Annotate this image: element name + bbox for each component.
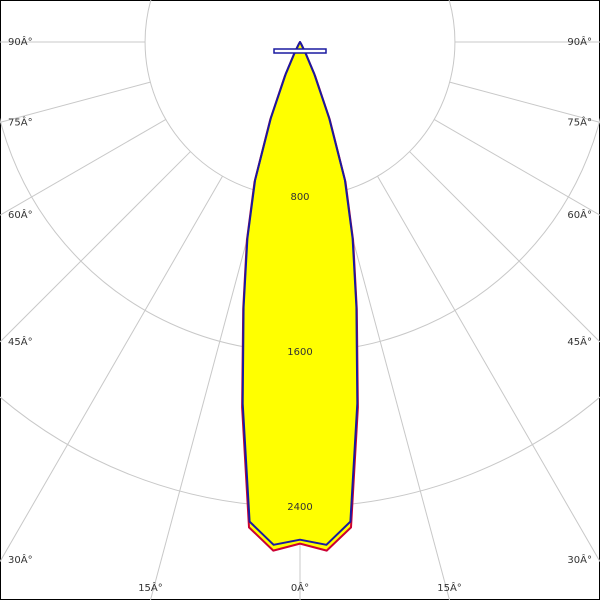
radial-line (0, 175, 223, 562)
radial-line (150, 191, 261, 600)
radial-line (433, 119, 600, 216)
radial-line (409, 151, 600, 343)
intensity-curve (241, 41, 359, 546)
radial-line (339, 191, 450, 600)
angle-label: 0Â° (291, 581, 309, 594)
angle-label: 90Â° (8, 35, 33, 48)
angle-label: 15Â° (138, 581, 163, 594)
angle-label: 45Â° (8, 335, 33, 348)
angle-label: 60Â° (567, 208, 592, 221)
radial-line (377, 175, 600, 562)
radial-line (0, 119, 167, 216)
angle-label: 45Â° (567, 335, 592, 348)
luminaire (273, 48, 327, 54)
r-tick-label: 2400 (287, 502, 312, 513)
angle-label: 90Â° (567, 35, 592, 48)
angle-label: 75Â° (567, 115, 592, 128)
angle-label: 60Â° (8, 208, 33, 221)
r-tick-label: 800 (290, 192, 309, 203)
angle-label: 75Â° (8, 115, 33, 128)
radial-line (0, 151, 191, 343)
angle-label: 30Â° (567, 553, 592, 566)
angle-label: 30Â° (8, 553, 33, 566)
r-tick-label: 1600 (287, 347, 312, 358)
labels: 90Â° 75Â° 60Â° 45Â° 30Â° 15Â° 0Â° 15Â° 30Â° 45Â° 6… (8, 35, 592, 594)
angle-label: 15Â° (437, 581, 462, 594)
radial-line (0, 81, 151, 123)
radial-line (449, 81, 600, 123)
curves (241, 41, 359, 552)
